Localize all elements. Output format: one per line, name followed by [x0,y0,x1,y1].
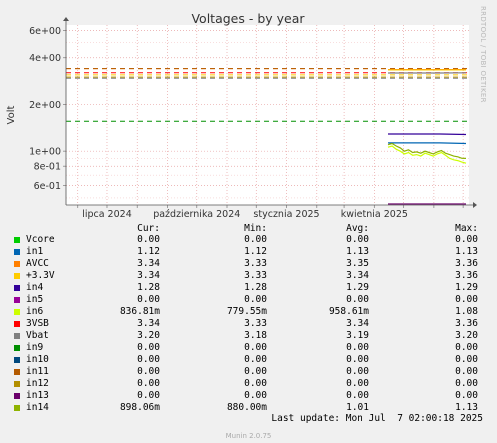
x-tick-label: lipca 2024 [82,209,132,220]
series-line [388,142,467,145]
y-axis-arrow [63,17,69,21]
x-tick-label: stycznia 2025 [253,209,319,220]
y-axis-label: Volt [6,105,17,124]
x-tick-label: października 2024 [153,209,240,220]
x-tick-label: kwietnia 2025 [341,209,408,220]
munin-version: Munin 2.0.75 [225,432,272,440]
series-line [388,133,467,136]
y-tick-label: 2e+00 [29,100,61,111]
series-line [387,142,467,159]
y-tick-label: 1e+00 [29,147,61,158]
y-tick-label: 6e-01 [34,181,61,192]
chart-title: Voltages - by year [191,11,305,26]
rrdtool-credit: RRDTOOL / TOBI OETIKER [479,6,487,103]
y-tick-label: 6e+00 [29,26,61,37]
axis-layer: 6e-01 8e-01 1e+00 2e+00 4e+00 6e+00 lipca 2024… [29,17,477,220]
major-grid [66,25,469,205]
series-line [387,145,467,164]
x-axis-arrow [473,202,477,208]
last-update: Last update: Mon Jul 7 02:00:18 2025 [271,413,483,424]
series-layer [66,68,469,205]
y-tick-label: 4e+00 [29,53,61,64]
y-tick-label: 8e-01 [34,162,61,173]
plot-area [66,25,469,205]
